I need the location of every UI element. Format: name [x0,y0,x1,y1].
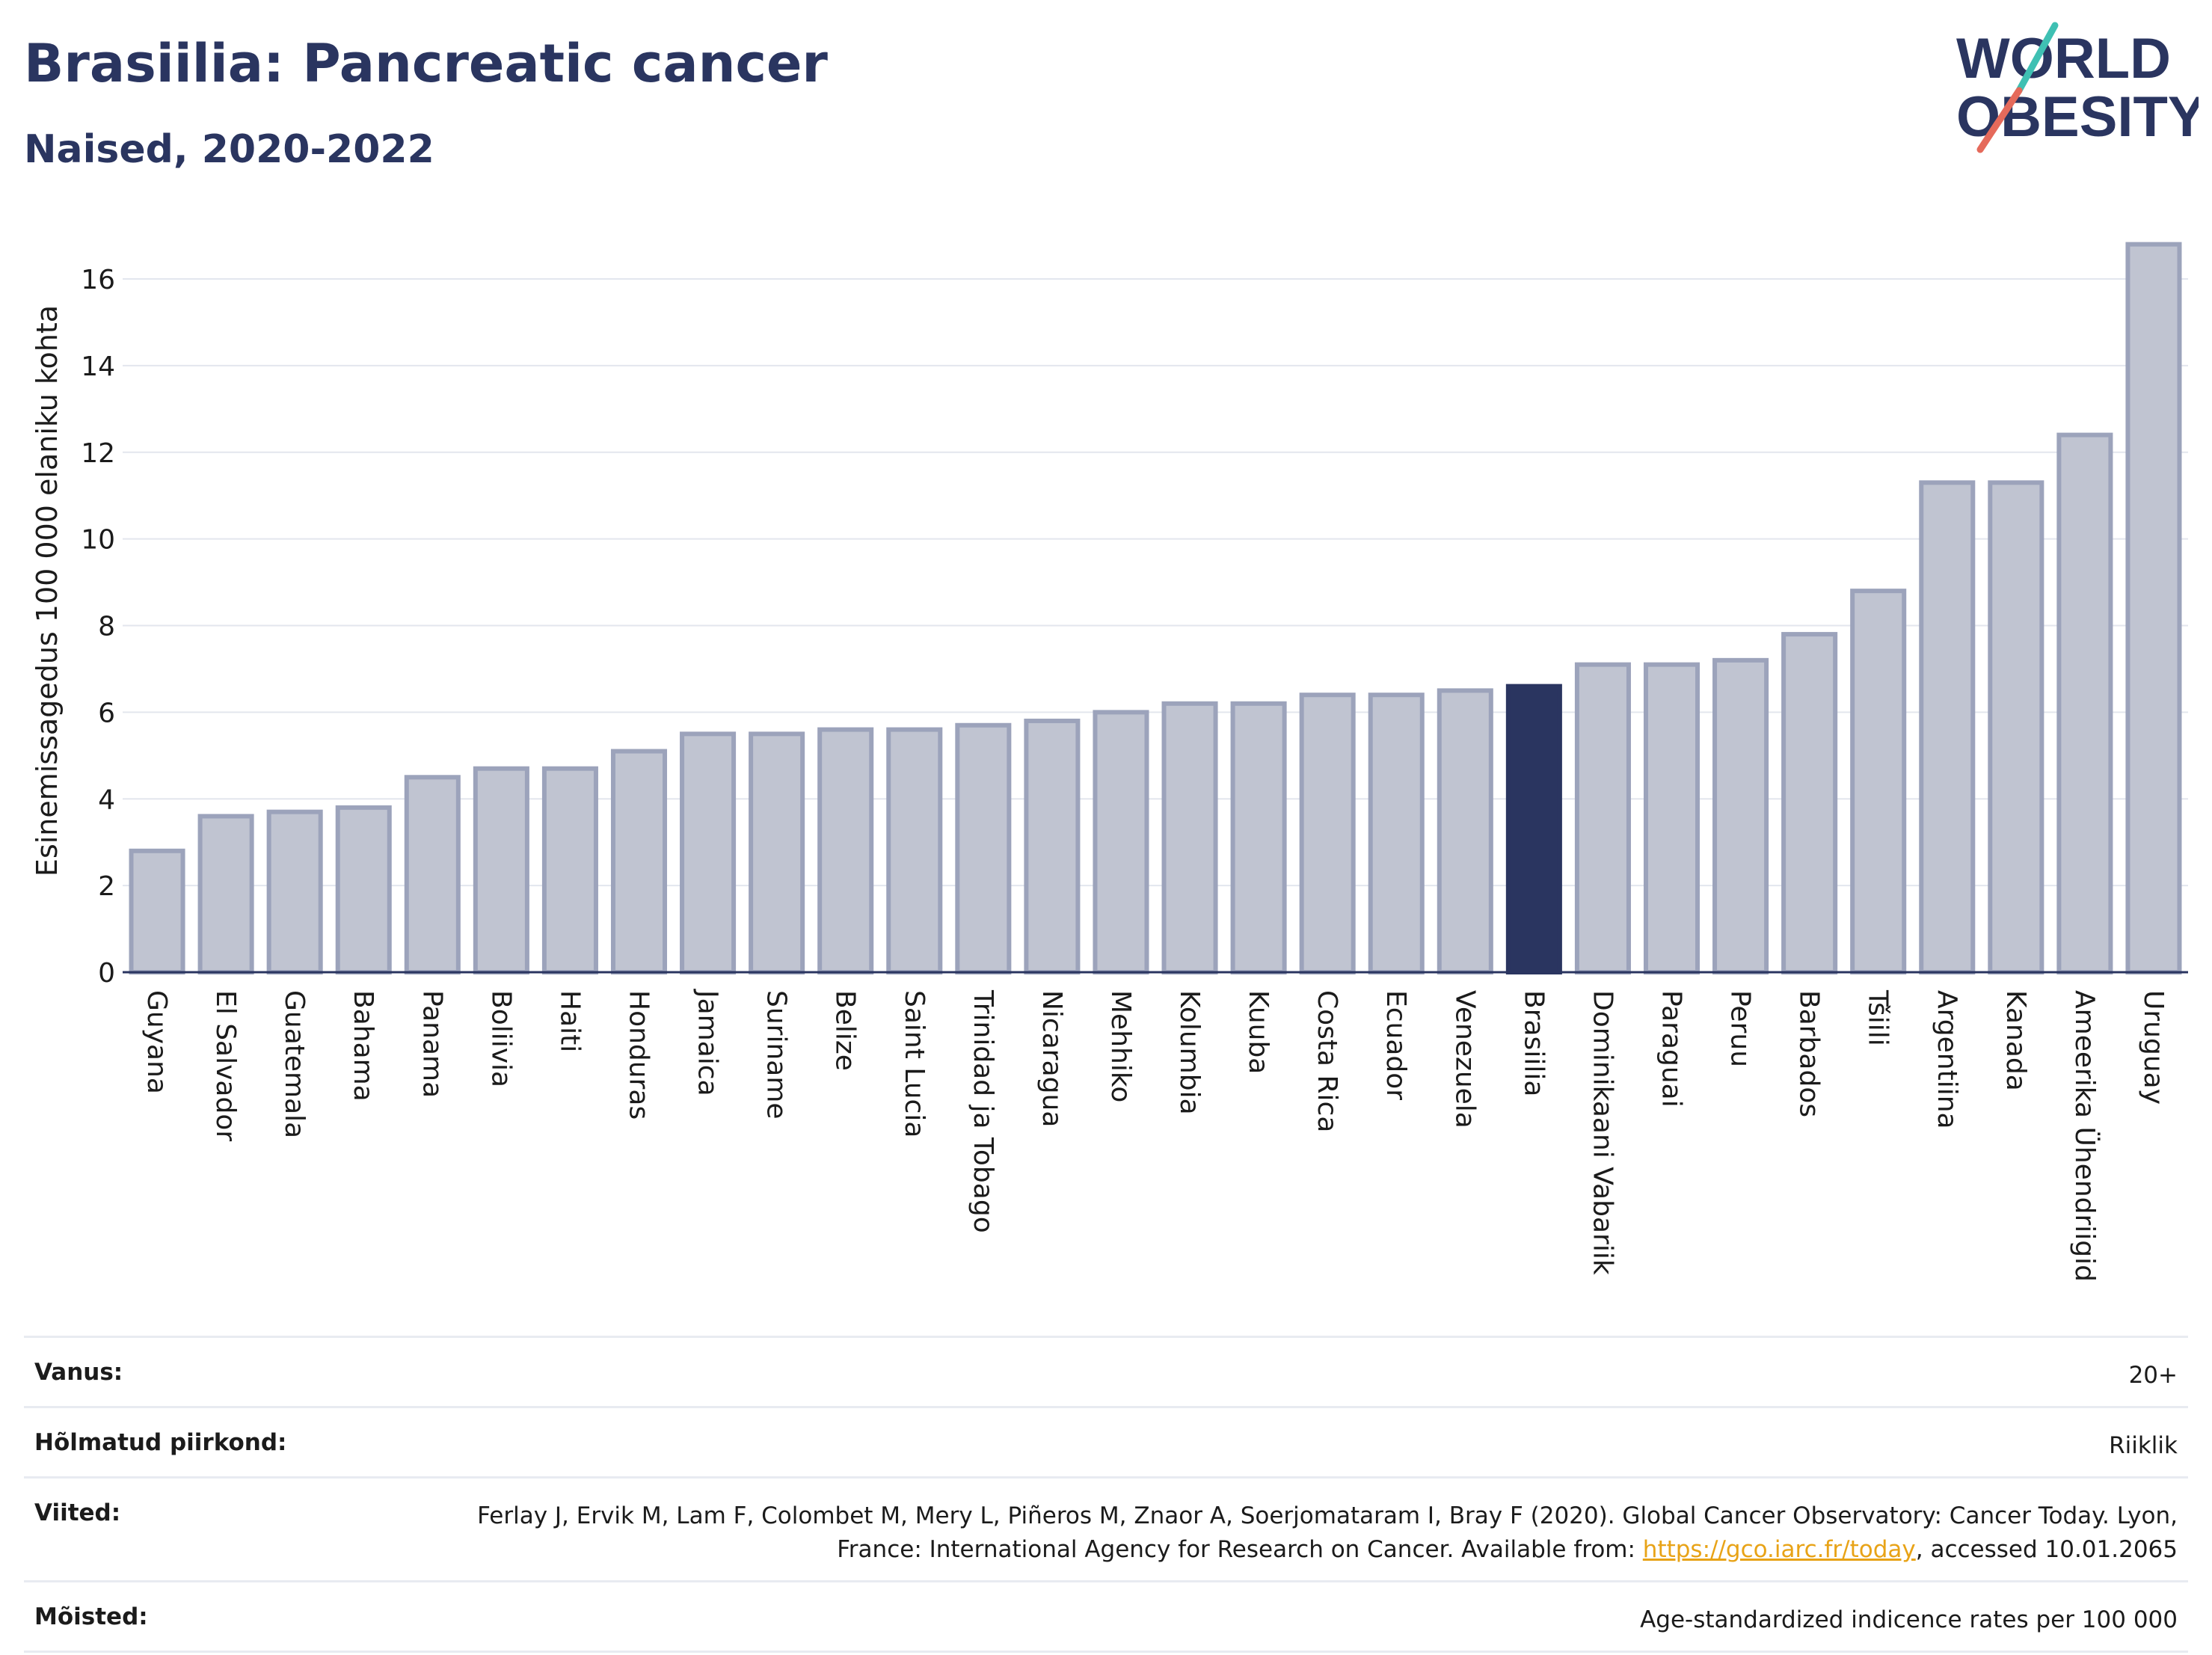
x-tick-label: Ecuador [1380,990,1411,1100]
x-tick-label: Brasiilia [1518,990,1549,1096]
y-tick-label: 10 [81,525,115,556]
x-tick-label: Uruguay [2138,990,2169,1105]
y-tick-label: 14 [81,351,115,382]
y-tick-label: 0 [98,958,115,989]
y-tick-label: 16 [81,265,115,295]
x-tick-label: Argentiina [1932,990,1962,1129]
x-tick-label: Trinidad ja Tobago [968,989,998,1233]
info-row-area: Hõlmatud piirkond: Riiklik [24,1405,2188,1476]
bar-trinidad-ja-tobago [955,722,1012,974]
bar-haiti [541,766,598,974]
x-tick-label: Paraguai [1656,990,1687,1108]
y-tick-label: 12 [81,438,115,469]
info-row-refs: Viited: Ferlay J, Ervik M, Lam F, Colomb… [24,1476,2188,1580]
bar-argentiina [1919,480,1976,974]
bar-costa-rica [1299,693,1356,974]
x-tick-label: Panama [417,990,447,1098]
bar-boliivia [473,766,529,974]
bar-ecuador [1368,693,1425,974]
bar-t-iili [1850,589,1907,975]
bar-paraguai [1643,662,1701,974]
x-tick-label: Haiti [554,990,585,1052]
y-tick-label: 2 [98,871,115,902]
bar-bahama [335,805,392,975]
x-tick-label: Dominikaani Vabariik [1587,990,1617,1275]
info-row-defs: Mõisted: Age-standardized indicence rate… [24,1579,2188,1653]
x-tick-label: Honduras [624,990,654,1120]
x-tick-label: Suriname [761,990,792,1120]
info-row-age: Vanus: 20+ [24,1336,2188,1406]
bar-kanada [1988,480,2044,974]
bar-panama [404,775,461,974]
x-tick-label: Kanada [2000,990,2031,1091]
bar-mehhiko [1093,710,1149,974]
x-tick-label: Belize [830,990,861,1071]
bar-dominikaani-vabariik [1574,662,1631,974]
refs-text-2: , accessed 10.01.2065 [1915,1535,2178,1563]
y-axis-label: Esinemissagedus 100 000 elaniku kohta [31,305,64,876]
x-tick-label: Guyana [141,990,172,1094]
x-tick-label: Barbados [1794,990,1825,1117]
logo-slash-teal [2015,22,2059,94]
x-tick-label: Tšiili [1863,989,1893,1046]
x-tick-label: Guatemala [279,990,310,1138]
bar-guyana [129,848,185,975]
bar-belize [817,727,874,974]
x-tick-label: Venezuela [1449,990,1480,1129]
bar-suriname [749,731,805,974]
x-tick-label: Kolumbia [1174,990,1205,1115]
bar-jamaica [680,731,737,974]
gridlines [123,278,2188,887]
info-table: Vanus: 20+ Hõlmatud piirkond: Riiklik Vi… [24,1336,2188,1653]
x-tick-label: Bahama [348,990,378,1102]
bar-venezuela [1437,688,1493,974]
bar-saint-lucia [886,727,943,974]
bar-chart: 0 2 4 6 8 10 12 14 16 Esinemissagedus 100 000 el… [31,242,2188,1282]
x-tick-label: Ameerika Ühendriigid [2069,990,2101,1282]
bar-honduras [610,749,668,974]
bar-brasiilia [1505,684,1562,974]
logo-text-world: WORLD [1956,27,2171,90]
x-tick-label: Costa Rica [1312,990,1342,1132]
age-label: Vanus: [34,1359,123,1386]
x-tick-label: El Salvador [210,990,241,1141]
x-tick-labels: Guyana El Salvador Guatemala Bahama Panama Bo… [141,989,2169,1282]
refs-value: Ferlay J, Ervik M, Lam F, Colombet M, Me… [458,1499,2178,1567]
x-tick-label: Peruu [1725,990,1756,1067]
x-tick-label: Mehhiko [1105,990,1136,1102]
bar-guatemala [266,809,323,974]
x-tick-label: Kuuba [1243,990,1274,1074]
bar-ameerika-hendriigid [2056,432,2113,974]
defs-value: Age-standardized indicence rates per 100… [1640,1606,2178,1633]
bar-barbados [1781,632,1838,975]
chart-subtitle: Naised, 2020-2022 [24,127,434,172]
y-tick-label: 6 [98,698,115,728]
y-tick-label: 4 [98,784,115,815]
logo-text-obesity: OBESITY [1956,85,2199,149]
x-tick-label: Jamaica [692,989,723,1096]
bar-uruguay [2125,242,2182,974]
x-tick-label: Saint Lucia [899,990,930,1137]
x-tick-label: Boliivia [485,990,516,1087]
world-obesity-logo: WORLD OBESITY [1956,22,2199,153]
bar-kuuba [1230,701,1287,974]
bars [129,242,2182,975]
bar-peruu [1712,657,1769,974]
refs-text-1: Ferlay J, Ervik M, Lam F, Colombet M, Me… [477,1502,2178,1563]
bar-nicaragua [1024,718,1081,975]
refs-label: Viited: [34,1499,121,1526]
defs-label: Mõisted: [34,1603,148,1630]
bar-kolumbia [1161,701,1218,974]
chart-title: Brasiilia: Pancreatic cancer [24,33,828,94]
refs-link[interactable]: https://gco.iarc.fr/today [1642,1535,1916,1563]
y-tick-label: 8 [98,612,115,642]
area-value: Riiklik [2109,1431,2178,1459]
area-label: Hõlmatud piirkond: [34,1428,287,1456]
x-tick-label: Nicaragua [1036,990,1067,1127]
y-tick-labels: 0 2 4 6 8 10 12 14 16 [81,265,115,989]
bar-el-salvador [197,814,254,975]
age-value: 20+ [2128,1362,2178,1389]
logo-slash-coral [1976,87,2023,153]
